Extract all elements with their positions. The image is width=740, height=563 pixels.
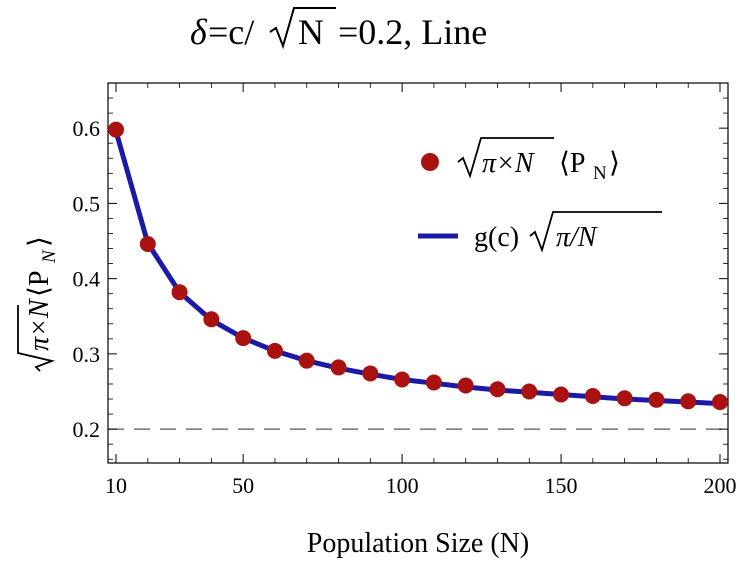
x-axis: 10 50 100 150 200 xyxy=(105,83,737,498)
data-point xyxy=(235,330,252,347)
data-point xyxy=(425,374,442,391)
data-point xyxy=(330,359,347,376)
legend: π×N ⟨P N ⟩ g(c) π/N xyxy=(418,137,662,253)
data-point xyxy=(616,390,633,407)
legend-entry-line: g(c) π/N xyxy=(418,211,662,253)
series-points-layer xyxy=(108,121,728,411)
title-eq: =c/ xyxy=(208,12,254,52)
data-point xyxy=(457,377,474,394)
data-point xyxy=(712,394,728,411)
x-tick-label: 100 xyxy=(386,473,419,498)
y-axis: 0.2 0.3 0.4 0.5 0.6 xyxy=(73,116,728,442)
y-tick-label: 0.4 xyxy=(73,267,101,292)
series-line-g xyxy=(113,130,721,407)
plot-frame xyxy=(107,82,729,464)
data-point xyxy=(298,352,315,369)
series-line-layer xyxy=(113,130,721,407)
y-tick-label: 0.3 xyxy=(73,342,101,367)
x-tick-label: 50 xyxy=(232,473,254,498)
legend-entry-points: π×N ⟨P N ⟩ xyxy=(421,137,620,184)
y-label-bracket: ⟨P xyxy=(24,271,55,298)
legend-sqrt-sign-2 xyxy=(529,211,662,253)
x-tick-label: 150 xyxy=(545,473,578,498)
chart-title: δ =c/ N =0.2, Line xyxy=(190,7,487,52)
data-point xyxy=(203,311,220,328)
x-tick-label: 10 xyxy=(105,473,127,498)
title-sqrt-sign xyxy=(269,7,336,50)
y-axis-label: π×N ⟨P N ⟩ xyxy=(17,236,60,372)
title-radicand: N xyxy=(298,12,324,52)
data-point xyxy=(489,381,506,398)
y-label-radicand: π×N xyxy=(24,298,55,351)
y-tick-label: 0.5 xyxy=(73,191,101,216)
data-point xyxy=(521,383,538,400)
legend-points-bracket: ⟨P xyxy=(559,148,586,179)
y-label-close: ⟩ xyxy=(24,236,55,247)
legend-points-radicand: π×N xyxy=(482,148,535,179)
legend-points-close: ⟩ xyxy=(609,148,620,179)
data-point xyxy=(139,236,156,253)
y-tick-label: 0.2 xyxy=(73,417,101,442)
legend-sqrt-sign-1 xyxy=(457,137,554,179)
data-point xyxy=(680,393,697,410)
legend-line-prefix: g(c) xyxy=(474,222,519,253)
y-tick-label: 0.6 xyxy=(73,116,101,141)
data-point xyxy=(584,388,601,405)
data-point xyxy=(266,342,283,359)
data-point xyxy=(362,365,379,382)
data-point xyxy=(394,371,411,388)
minor-ticks xyxy=(108,83,728,463)
data-point xyxy=(648,391,665,408)
legend-points-sub: N xyxy=(593,163,607,184)
data-point xyxy=(108,121,124,138)
title-rest: =0.2, Line xyxy=(338,12,487,52)
y-label-sqrt-sign xyxy=(17,305,56,372)
legend-line-radicand: π/N xyxy=(556,222,598,253)
title-delta: δ xyxy=(190,12,208,52)
data-point xyxy=(171,284,188,301)
legend-point-marker xyxy=(421,153,439,171)
x-tick-label: 200 xyxy=(704,473,737,498)
x-axis-label: Population Size (N) xyxy=(307,528,529,559)
y-label-sub: N xyxy=(39,249,60,264)
data-point xyxy=(553,386,570,403)
